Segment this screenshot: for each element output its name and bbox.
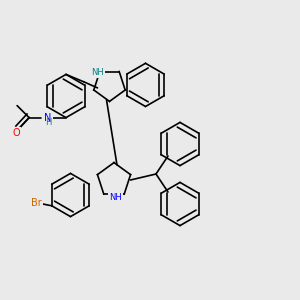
Text: NH: NH	[109, 194, 122, 202]
Text: N: N	[44, 112, 52, 123]
Text: O: O	[13, 128, 20, 138]
Text: NH: NH	[91, 68, 104, 77]
Text: Br: Br	[32, 198, 42, 208]
Text: H: H	[45, 118, 51, 127]
